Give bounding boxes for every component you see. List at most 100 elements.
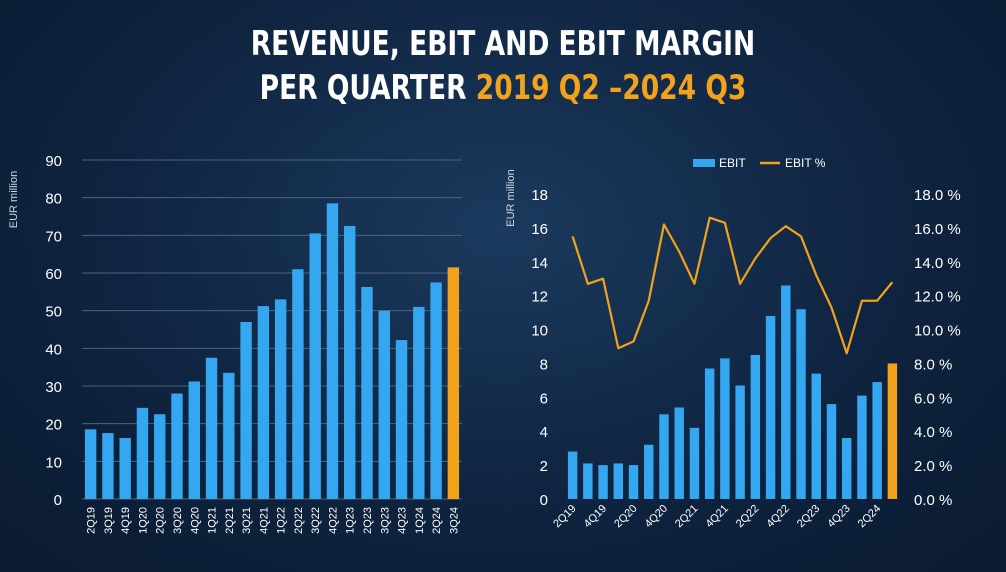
y-tick-label: 40 xyxy=(45,341,62,358)
x-tick-label: 4Q19 xyxy=(582,503,610,531)
y-tick-label: 30 xyxy=(45,379,62,396)
revenue-bar xyxy=(378,310,390,499)
x-tick-label: 4Q20 xyxy=(643,503,671,531)
ebit-bar xyxy=(720,358,730,499)
revenue-bar xyxy=(223,372,235,499)
y-tick-label: 2 xyxy=(540,458,548,475)
revenue-bar xyxy=(171,393,183,499)
x-tick-label: 2Q20 xyxy=(612,503,640,531)
revenue-bar xyxy=(188,381,200,499)
title-line-1: REVENUE, EBIT AND EBIT MARGIN xyxy=(250,24,756,64)
y2-tick-label: 10.0 % xyxy=(914,323,961,340)
title-line-2: PER QUARTER 2019 Q2 –2024 Q3 xyxy=(111,66,896,110)
ebit-bar xyxy=(567,451,578,499)
y-tick-label: 16 xyxy=(531,221,548,238)
x-tick-label: 2Q22 xyxy=(734,503,762,531)
ebit-bar xyxy=(872,382,882,499)
y2-tick-label: 2.0 % xyxy=(914,458,952,475)
x-tick-label: 4Q23 xyxy=(397,507,409,534)
x-tick-label: 2Q23 xyxy=(795,503,823,531)
ebit-bar xyxy=(613,463,624,499)
y-tick-label: 6 xyxy=(540,390,548,407)
x-tick-label: 2Q19 xyxy=(551,503,579,531)
y-tick-label: 18 xyxy=(531,187,548,204)
y-tick-label: 12 xyxy=(531,289,548,306)
x-tick-label: 3Q23 xyxy=(379,507,391,534)
y-tick-label: 80 xyxy=(45,191,62,208)
revenue-bar xyxy=(361,286,373,499)
ebit-bar xyxy=(857,395,867,499)
x-tick-label: 4Q19 xyxy=(120,507,132,534)
y-tick-label: 20 xyxy=(45,417,62,434)
y2-tick-label: 16.0 % xyxy=(914,221,961,238)
ebit-bar xyxy=(765,316,776,499)
x-tick-label: 4Q21 xyxy=(703,503,731,531)
ebit-bar xyxy=(628,465,639,499)
page-title: REVENUE, EBIT AND EBIT MARGIN PER QUARTE… xyxy=(111,22,896,110)
ebit-bar xyxy=(704,368,715,499)
ebit-bar xyxy=(598,465,608,499)
ebit-bar xyxy=(887,363,898,499)
y-tick-label: 4 xyxy=(540,424,548,441)
revenue-bar xyxy=(447,267,460,499)
ebit-bar xyxy=(811,373,821,499)
ebit-bar xyxy=(644,444,654,499)
y-tick-label: 8 xyxy=(540,356,548,373)
ebit-bar xyxy=(583,463,593,499)
revenue-bar xyxy=(274,299,287,499)
revenue-bar xyxy=(102,433,114,499)
revenue-bar xyxy=(430,282,442,499)
legend-label-ebit-pct: EBIT % xyxy=(785,156,826,170)
x-tick-label: 3Q20 xyxy=(172,507,184,534)
x-tick-label: 3Q24 xyxy=(448,507,460,534)
revenue-bar xyxy=(413,306,425,499)
y-tick-label: 70 xyxy=(45,228,62,245)
revenue-bar xyxy=(326,203,339,500)
revenue-bar xyxy=(240,321,252,499)
y2-tick-label: 12.0 % xyxy=(914,289,961,306)
revenue-bar xyxy=(136,407,149,499)
y-axis-label: EUR million xyxy=(8,171,20,228)
x-tick-label: 2Q21 xyxy=(673,503,701,531)
x-tick-label: 4Q20 xyxy=(189,507,201,534)
y-tick-label: 90 xyxy=(45,153,62,170)
x-tick-label: 3Q19 xyxy=(103,507,115,534)
y2-tick-label: 4.0 % xyxy=(914,424,952,441)
ebit-bar xyxy=(659,414,669,499)
ebit-bar xyxy=(796,309,806,499)
x-tick-label: 4Q23 xyxy=(825,503,853,531)
y-tick-label: 50 xyxy=(45,304,62,321)
x-tick-label: 3Q22 xyxy=(310,507,322,534)
x-tick-label: 1Q20 xyxy=(137,507,149,534)
y-tick-label: 14 xyxy=(531,255,548,272)
y2-tick-label: 8.0 % xyxy=(914,356,952,373)
ebit-bar xyxy=(689,427,700,499)
revenue-bar xyxy=(154,414,166,499)
revenue-bar xyxy=(84,429,97,499)
ebit-margin-line xyxy=(571,216,894,355)
x-tick-label: 2Q20 xyxy=(155,507,167,534)
x-tick-label: 4Q21 xyxy=(258,507,270,534)
y-tick-label: 0 xyxy=(540,492,548,509)
title-date-range: 2019 Q2 –2024 Q3 xyxy=(475,68,747,108)
ebit-bar xyxy=(841,438,852,499)
x-tick-label: 3Q21 xyxy=(241,507,253,534)
revenue-bar xyxy=(309,233,321,499)
revenue-bar xyxy=(119,437,131,499)
revenue-bar xyxy=(257,306,270,499)
ebit-bar xyxy=(750,354,761,499)
y-tick-label: 10 xyxy=(531,323,548,340)
revenue-bar xyxy=(292,269,304,499)
y2-tick-label: 0.0 % xyxy=(914,492,952,509)
revenue-bar xyxy=(344,225,356,499)
x-tick-label: 1Q21 xyxy=(207,507,219,534)
ebit-bar xyxy=(826,404,837,499)
y2-tick-label: 6.0 % xyxy=(914,390,952,407)
x-tick-label: 2Q22 xyxy=(293,507,305,534)
x-tick-label: 4Q22 xyxy=(764,503,792,531)
y-tick-label: 10 xyxy=(45,454,62,471)
revenue-bar xyxy=(205,357,218,499)
legend-swatch-ebit xyxy=(693,159,715,167)
